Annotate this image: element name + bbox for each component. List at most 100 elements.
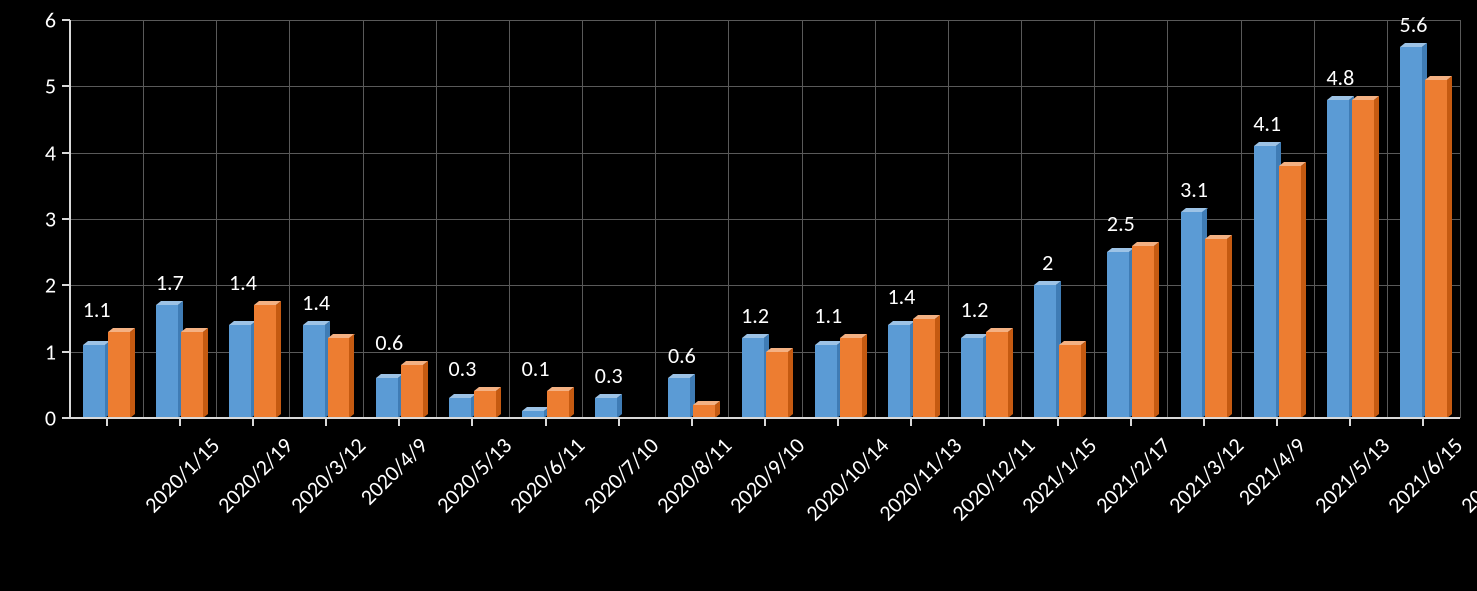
- bar: [254, 305, 276, 418]
- bar-face-side: [569, 387, 574, 418]
- bar-face-front: [83, 345, 105, 418]
- y-tick-label: 2: [0, 272, 56, 299]
- bar: [1327, 100, 1349, 418]
- bar-face-front: [888, 325, 910, 418]
- x-tick-label: 2021/3/12: [1163, 432, 1249, 518]
- data-label: 1.2: [741, 302, 769, 329]
- bar: [1181, 212, 1203, 418]
- x-tick-mark: [1276, 418, 1278, 426]
- data-label: 4.8: [1326, 64, 1354, 91]
- x-tick-mark: [179, 418, 181, 426]
- bar-face-side: [862, 334, 867, 418]
- x-tick-label: 2021/2/17: [1089, 432, 1175, 518]
- bar-face-side: [203, 328, 208, 418]
- bar: [1059, 345, 1081, 418]
- x-tick-label: 2020/7/10: [577, 432, 663, 518]
- bar-face-side: [1081, 341, 1086, 418]
- x-tick-mark: [910, 418, 912, 426]
- bar-face-front: [1181, 212, 1203, 418]
- y-tick-label: 4: [0, 139, 56, 166]
- plot-area: [70, 20, 1460, 418]
- bar: [547, 391, 569, 418]
- bar: [1279, 166, 1301, 418]
- bar-face-side: [788, 348, 793, 418]
- data-label: 0.6: [375, 329, 403, 356]
- gridline-vertical: [216, 20, 217, 418]
- bar-face-front: [766, 352, 788, 418]
- x-tick-mark: [1130, 418, 1132, 426]
- bar-face-front: [1400, 47, 1422, 418]
- x-tick-label: 2021/6/15: [1382, 432, 1468, 518]
- gridline-vertical: [363, 20, 364, 418]
- bar-face-front: [401, 365, 423, 418]
- x-tick-mark: [618, 418, 620, 426]
- bar-face-front: [547, 391, 569, 418]
- bar-face-front: [1352, 100, 1374, 418]
- bar-face-front: [449, 398, 471, 418]
- bar: [401, 365, 423, 418]
- bar: [668, 378, 690, 418]
- bar-face-front: [668, 378, 690, 418]
- data-label: 5.6: [1400, 11, 1428, 38]
- bar-face-side: [276, 301, 281, 418]
- bar-face-front: [1034, 285, 1056, 418]
- bar-face-side: [349, 334, 354, 418]
- bar-face-front: [595, 398, 617, 418]
- bar-face-front: [229, 325, 251, 418]
- x-tick-mark: [1203, 418, 1205, 426]
- bar-face-side: [1374, 96, 1379, 418]
- data-label: 2.5: [1107, 210, 1135, 237]
- data-label: 2: [1042, 249, 1053, 276]
- bar-face-front: [986, 332, 1008, 418]
- x-tick-label: 2020/5/13: [431, 432, 517, 518]
- data-label: 1.4: [302, 289, 330, 316]
- bar-face-side: [1227, 235, 1232, 418]
- x-tick-mark: [983, 418, 985, 426]
- bar: [693, 405, 715, 418]
- bar-face-front: [1205, 239, 1227, 418]
- bar-face-front: [303, 325, 325, 418]
- data-label: 1.4: [229, 269, 257, 296]
- bar-face-front: [1107, 252, 1129, 418]
- bar: [1352, 100, 1374, 418]
- bar-face-front: [840, 338, 862, 418]
- bar-face-front: [1327, 100, 1349, 418]
- bar-face-front: [815, 345, 837, 418]
- bar: [303, 325, 325, 418]
- x-tick-label: 2020/8/11: [651, 432, 737, 518]
- x-tick-mark: [398, 418, 400, 426]
- data-label: 1.1: [814, 302, 842, 329]
- bar: [376, 378, 398, 418]
- bar: [83, 345, 105, 418]
- gridline-vertical: [1460, 20, 1461, 418]
- gridline-vertical: [1094, 20, 1095, 418]
- bar-face-front: [1425, 80, 1447, 418]
- bar-face-side: [423, 361, 428, 418]
- bar: [888, 325, 910, 418]
- bar: [1107, 252, 1129, 418]
- x-tick-label: 2020/6/11: [504, 432, 590, 518]
- x-tick-label: 2021/5/13: [1309, 432, 1395, 518]
- data-label: 1.4: [887, 283, 915, 310]
- bar-face-side: [617, 394, 622, 418]
- bar-face-front: [913, 319, 935, 419]
- bar-face-front: [1254, 146, 1276, 418]
- bar: [595, 398, 617, 418]
- bar-face-side: [130, 328, 135, 418]
- bar-face-front: [156, 305, 178, 418]
- bar: [742, 338, 764, 418]
- data-label: 0.1: [522, 355, 550, 382]
- bar-face-side: [1447, 76, 1452, 418]
- x-tick-mark: [837, 418, 839, 426]
- data-label: 0.3: [448, 355, 476, 382]
- gridline-vertical: [655, 20, 656, 418]
- bar: [229, 325, 251, 418]
- data-label: 1.1: [83, 296, 111, 323]
- bar: [815, 345, 837, 418]
- bar-face-front: [742, 338, 764, 418]
- bar-face-front: [1059, 345, 1081, 418]
- gridline-horizontal: [70, 219, 1460, 220]
- bar: [961, 338, 983, 418]
- gridline-vertical: [143, 20, 144, 418]
- gridline-vertical: [582, 20, 583, 418]
